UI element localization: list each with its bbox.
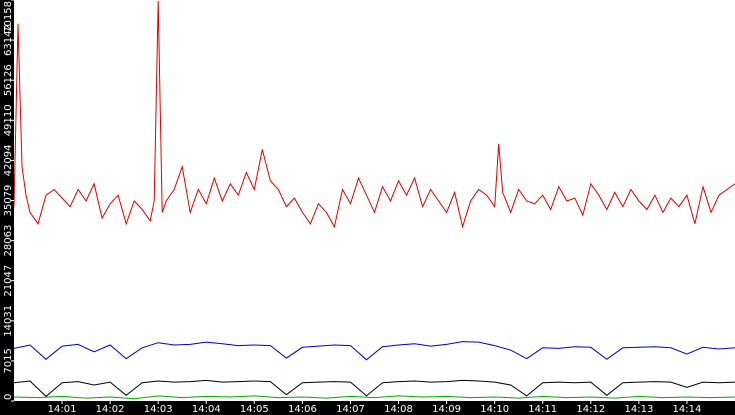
x-tick-label: 14:10	[480, 404, 509, 415]
x-tick-label: 14:04	[192, 404, 221, 415]
y-tick-label: 70158	[3, 1, 14, 33]
series-layer	[13, 0, 735, 400]
y-tick-label: 21047	[3, 265, 14, 297]
series-line-3	[13, 379, 735, 398]
x-tick-label: 14:02	[96, 404, 125, 415]
series-line-4	[13, 395, 735, 400]
y-tick-label: 7015	[3, 348, 14, 373]
y-tick-label: 14031	[3, 305, 14, 337]
y-tick-label: 56126	[3, 64, 14, 96]
x-tick-label: 14:13	[624, 404, 653, 415]
x-tick-label: 14:07	[336, 404, 365, 415]
x-tick-label: 14:14	[672, 404, 701, 415]
x-tick-label: 14:05	[240, 404, 269, 415]
y-tick-label: 49110	[3, 104, 14, 136]
y-tick-label: 42094	[3, 144, 14, 176]
x-axis-band	[0, 401, 735, 415]
y-tick-label: 28063	[3, 225, 14, 257]
y-axis-band	[0, 0, 14, 415]
x-axis: 14:01 14:02 14:03 14:04 14:05 14:06 14:07 14:08…	[48, 401, 701, 415]
x-tick-label: 14:03	[144, 404, 173, 415]
y-tick-label: 35079	[3, 185, 14, 217]
x-tick-label: 14:11	[528, 404, 557, 415]
x-tick-label: 14:09	[432, 404, 461, 415]
y-axis: 0 7015 14031 21047 28063 35079 42094 49110 56126…	[3, 0, 14, 402]
series-line-1	[13, 0, 735, 229]
y-tick-label: 0	[3, 394, 14, 400]
series-line-2	[13, 341, 735, 361]
y-tick-label: 63142	[3, 24, 14, 56]
x-tick-label: 14:08	[384, 404, 413, 415]
x-tick-label: 14:06	[288, 404, 317, 415]
x-tick-label: 14:12	[576, 404, 605, 415]
x-tick-label: 14:01	[48, 404, 77, 415]
